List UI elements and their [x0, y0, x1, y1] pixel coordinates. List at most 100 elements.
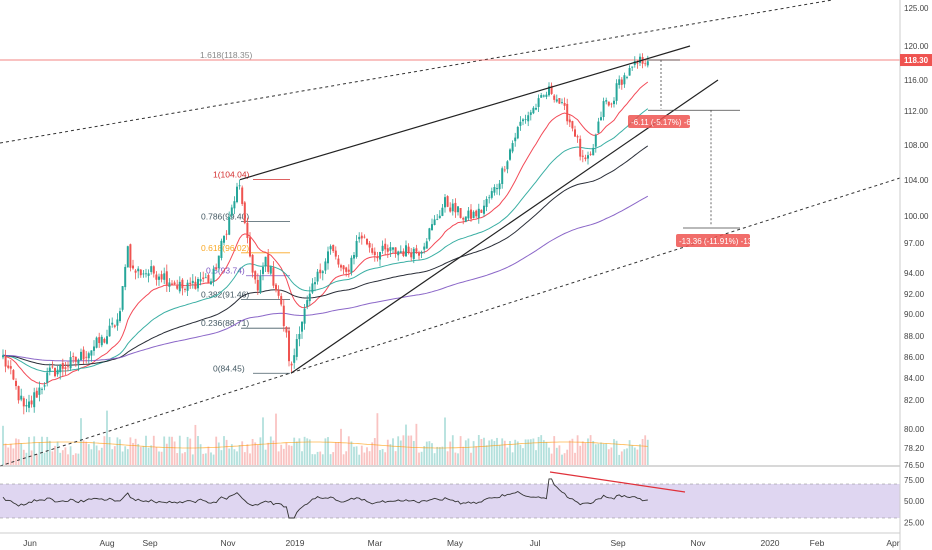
candle-body: [496, 188, 498, 190]
volume-bar: [628, 440, 631, 465]
candle-body: [319, 269, 322, 274]
candle-body: [532, 107, 535, 114]
candle-body: [15, 380, 17, 387]
volume-bar: [503, 440, 506, 465]
volume-bar: [363, 452, 366, 465]
volume-bar: [342, 454, 345, 465]
volume-bar: [59, 452, 62, 465]
candle: [623, 72, 626, 88]
candle-body: [384, 243, 387, 250]
candle-body: [371, 248, 374, 253]
candle: [176, 279, 179, 290]
volume-bar: [555, 447, 558, 465]
candle-body: [93, 346, 95, 351]
candle-body: [119, 311, 121, 322]
candle: [571, 120, 574, 132]
volume-bar: [639, 444, 641, 465]
candle: [243, 200, 246, 225]
candle-body: [121, 286, 124, 310]
candle: [350, 255, 353, 276]
volume-bar: [381, 449, 384, 465]
candle-body: [345, 267, 348, 272]
candle: [77, 358, 80, 372]
candle-body: [501, 168, 504, 184]
candle-body: [516, 126, 519, 139]
candle-body: [402, 251, 405, 256]
candle-body: [602, 101, 605, 118]
candle: [355, 235, 358, 259]
volume-bar: [394, 451, 397, 465]
volume-bar: [327, 437, 329, 465]
volume-bar: [98, 450, 101, 465]
volume-bar: [64, 447, 67, 465]
volume-bar: [285, 442, 288, 465]
candle-body: [254, 271, 257, 280]
candle: [353, 252, 355, 265]
volume-bar: [626, 448, 628, 465]
candle: [610, 102, 613, 108]
volume-bar: [4, 443, 7, 465]
candle-body: [113, 325, 116, 327]
candle: [524, 114, 527, 124]
candle: [563, 97, 566, 111]
candle-body: [147, 273, 150, 276]
volume-bar: [542, 440, 545, 465]
candle: [236, 182, 238, 204]
candle-body: [269, 266, 272, 274]
candle-body: [163, 273, 166, 280]
candle-body: [571, 121, 574, 129]
volume-bar: [301, 451, 303, 465]
measure-label-box: [676, 234, 750, 247]
candle-body: [191, 280, 194, 284]
volume-bar: [249, 453, 251, 465]
candle: [363, 234, 366, 239]
candle: [392, 247, 394, 253]
candle: [113, 324, 116, 329]
candle-body: [610, 103, 613, 105]
volume-bar: [566, 449, 569, 465]
candle-body: [358, 236, 361, 240]
candle-body: [545, 94, 548, 97]
candle-body: [628, 68, 631, 76]
candle: [199, 272, 202, 286]
volume-bar: [106, 410, 108, 465]
candle: [51, 361, 54, 369]
candles: [2, 53, 649, 415]
candle-body: [542, 95, 545, 97]
candle-body: [540, 95, 543, 98]
candle: [503, 165, 506, 173]
candle: [394, 247, 397, 258]
measure-long: -13.36 (-11.91%) -1336: [676, 110, 762, 247]
candle-body: [59, 364, 62, 373]
candle: [41, 387, 43, 395]
candle-body: [108, 325, 111, 337]
candle-body: [379, 251, 381, 260]
candle: [371, 243, 374, 255]
candle: [516, 125, 519, 140]
candle: [535, 103, 537, 111]
volume-bar: [191, 454, 194, 465]
candle: [613, 97, 615, 108]
candle: [241, 185, 244, 206]
volume-bar: [412, 440, 415, 465]
volume-bar: [160, 451, 163, 465]
candle-body: [381, 245, 384, 251]
x-tick-label: Jul: [530, 538, 541, 548]
candle-body: [43, 385, 46, 387]
candle: [246, 217, 249, 244]
volume-bar: [295, 441, 298, 465]
candle-body: [194, 281, 197, 289]
volume-bar: [462, 446, 465, 465]
candle: [644, 60, 647, 67]
volume-bar: [329, 454, 332, 465]
candle: [184, 287, 186, 293]
volume-bar: [563, 453, 566, 465]
candle: [46, 367, 49, 387]
candle: [584, 154, 587, 162]
volume-bar: [574, 452, 576, 465]
volume-bar: [506, 447, 509, 465]
candle: [410, 247, 413, 262]
volume-bar: [576, 435, 579, 465]
volume-bar: [337, 442, 340, 465]
candle: [459, 207, 462, 219]
